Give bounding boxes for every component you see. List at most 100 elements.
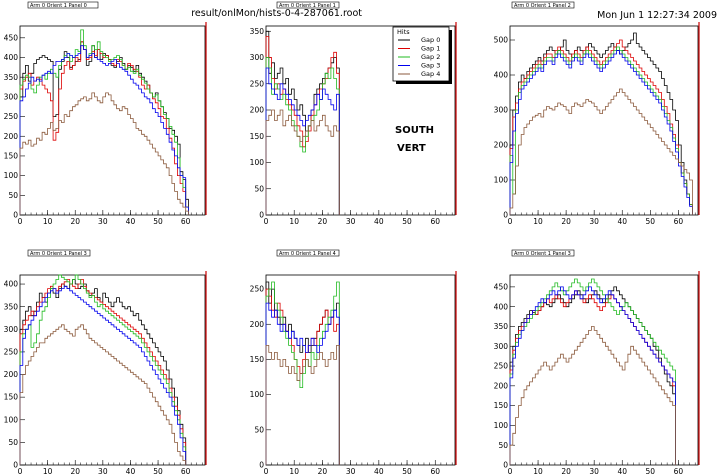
x-tick-label: 50 [646, 217, 656, 226]
x-tick-label: 40 [126, 217, 136, 226]
panel-title: Arm 0 Orient 1 Panel 0 [30, 3, 87, 9]
x-tick-label: 30 [589, 217, 599, 226]
legend-entry: Gap 2 [421, 53, 440, 61]
y-tick-label: 50 [254, 425, 264, 434]
series-3-line [265, 57, 340, 215]
y-tick-label: 200 [4, 132, 19, 141]
panel-title: Arm 0 Orient 1 Panel 3 [30, 251, 87, 257]
series-4-line [265, 67, 340, 215]
x-tick-label: 0 [264, 467, 269, 474]
series-5-line [509, 88, 693, 215]
panel-title: Arm 0 Orient 1 Panel 3 [514, 251, 571, 257]
x-tick-label: 60 [674, 217, 684, 226]
y-tick-label: 200 [494, 141, 509, 150]
x-tick-label: 40 [126, 467, 136, 474]
y-tick-label: 0 [13, 211, 18, 220]
x-tick-label: 20 [318, 467, 328, 474]
series-4-line [509, 50, 693, 215]
x-tick-label: 60 [674, 467, 684, 474]
chart-panel-5: Arm 0 Orient 1 Panel 4 0 10 20 30 40 50 60 0 50 10… [250, 249, 457, 474]
panels: Arm 0 Orient 1 Panel 0 0 10 20 30 40 50 60 0 50 10… [4, 1, 700, 474]
y-tick-label: 200 [494, 381, 509, 390]
series-5-line [19, 92, 189, 215]
x-tick-label: 0 [18, 217, 23, 226]
y-tick-label: 250 [250, 285, 265, 294]
series-2-line [19, 41, 189, 215]
x-tick-label: 30 [98, 217, 108, 226]
x-tick-label: 20 [561, 217, 571, 226]
y-tick-label: 350 [250, 27, 265, 36]
x-tick-label: 50 [402, 467, 412, 474]
series-5-line [265, 109, 340, 215]
x-tick-label: 20 [318, 217, 328, 226]
x-tick-label: 50 [153, 467, 163, 474]
y-tick-label: 150 [250, 132, 265, 141]
series-1-line [509, 286, 676, 465]
y-tick-label: 250 [250, 79, 265, 88]
x-tick-label: 0 [508, 467, 513, 474]
x-tick-label: 10 [289, 217, 299, 226]
y-tick-label: 400 [494, 71, 509, 80]
series-4-line [509, 286, 676, 465]
y-tick-label: 150 [4, 393, 19, 402]
y-tick-label: 150 [494, 401, 509, 410]
x-tick-label: 40 [617, 217, 627, 226]
y-tick-label: 100 [4, 171, 19, 180]
y-tick-label: 500 [494, 36, 509, 45]
y-tick-label: 400 [494, 302, 509, 311]
plot-frame [19, 25, 206, 216]
x-tick-label: 60 [181, 217, 191, 226]
x-tick-label: 0 [264, 217, 269, 226]
series-4-line [265, 302, 340, 465]
chart-panel-3: Arm 0 Orient 1 Panel 2 0 10 20 30 40 50 60 0 100 2… [494, 1, 700, 226]
plot-frame [509, 25, 699, 216]
series-1-line [509, 32, 693, 215]
y-tick-label: 0 [13, 461, 18, 470]
series-5-line [265, 345, 340, 465]
y-tick-label: 400 [4, 280, 19, 289]
chart-panel-6: Arm 0 Orient 1 Panel 3 0 10 20 30 40 50 60 0 50 10… [494, 249, 700, 474]
x-tick-label: 30 [346, 217, 356, 226]
x-tick-label: 30 [98, 467, 108, 474]
x-tick-label: 0 [18, 467, 23, 474]
y-tick-label: 350 [494, 322, 509, 331]
chart-panel-2: Arm 0 Orient 1 Panel 1 0 10 20 30 40 50 60 0 50 10… [250, 1, 457, 226]
y-tick-label: 250 [4, 348, 19, 357]
x-tick-label: 60 [430, 217, 440, 226]
y-tick-label: 300 [494, 342, 509, 351]
x-tick-label: 20 [70, 467, 80, 474]
timestamp: Mon Jun 1 12:27:34 2009 [597, 10, 717, 21]
x-tick-label: 30 [589, 467, 599, 474]
panel-title-box [511, 249, 575, 257]
x-tick-label: 50 [402, 217, 412, 226]
chart-panel-4: Arm 0 Orient 1 Panel 3 0 10 20 30 40 50 60 0 50 10… [4, 249, 207, 474]
y-tick-label: 0 [259, 211, 264, 220]
y-tick-label: 200 [250, 320, 265, 329]
panel-title-box [511, 1, 575, 9]
y-tick-label: 200 [4, 370, 19, 379]
x-tick-label: 10 [533, 467, 543, 474]
x-tick-label: 50 [153, 217, 163, 226]
y-tick-label: 450 [494, 282, 509, 291]
x-tick-label: 60 [430, 467, 440, 474]
legend-entry: Gap 4 [421, 70, 440, 78]
y-tick-label: 100 [494, 176, 509, 185]
panel-title-box [27, 1, 99, 9]
y-tick-label: 100 [250, 158, 265, 167]
y-tick-label: 300 [250, 53, 265, 62]
series-3-line [265, 281, 340, 465]
annotation-region: SOUTH [395, 125, 434, 136]
x-tick-label: 10 [289, 467, 299, 474]
series-3-line [509, 278, 676, 465]
x-tick-label: 60 [181, 467, 191, 474]
x-tick-label: 40 [617, 467, 627, 474]
panel-title-box [276, 249, 340, 257]
y-tick-label: 400 [4, 53, 19, 62]
x-tick-label: 10 [43, 217, 53, 226]
panel-title-box [276, 1, 340, 9]
panel-title: Arm 0 Orient 1 Panel 4 [279, 251, 336, 257]
series-4-line [19, 285, 187, 465]
series-4-line [19, 45, 189, 215]
x-tick-label: 40 [374, 467, 384, 474]
